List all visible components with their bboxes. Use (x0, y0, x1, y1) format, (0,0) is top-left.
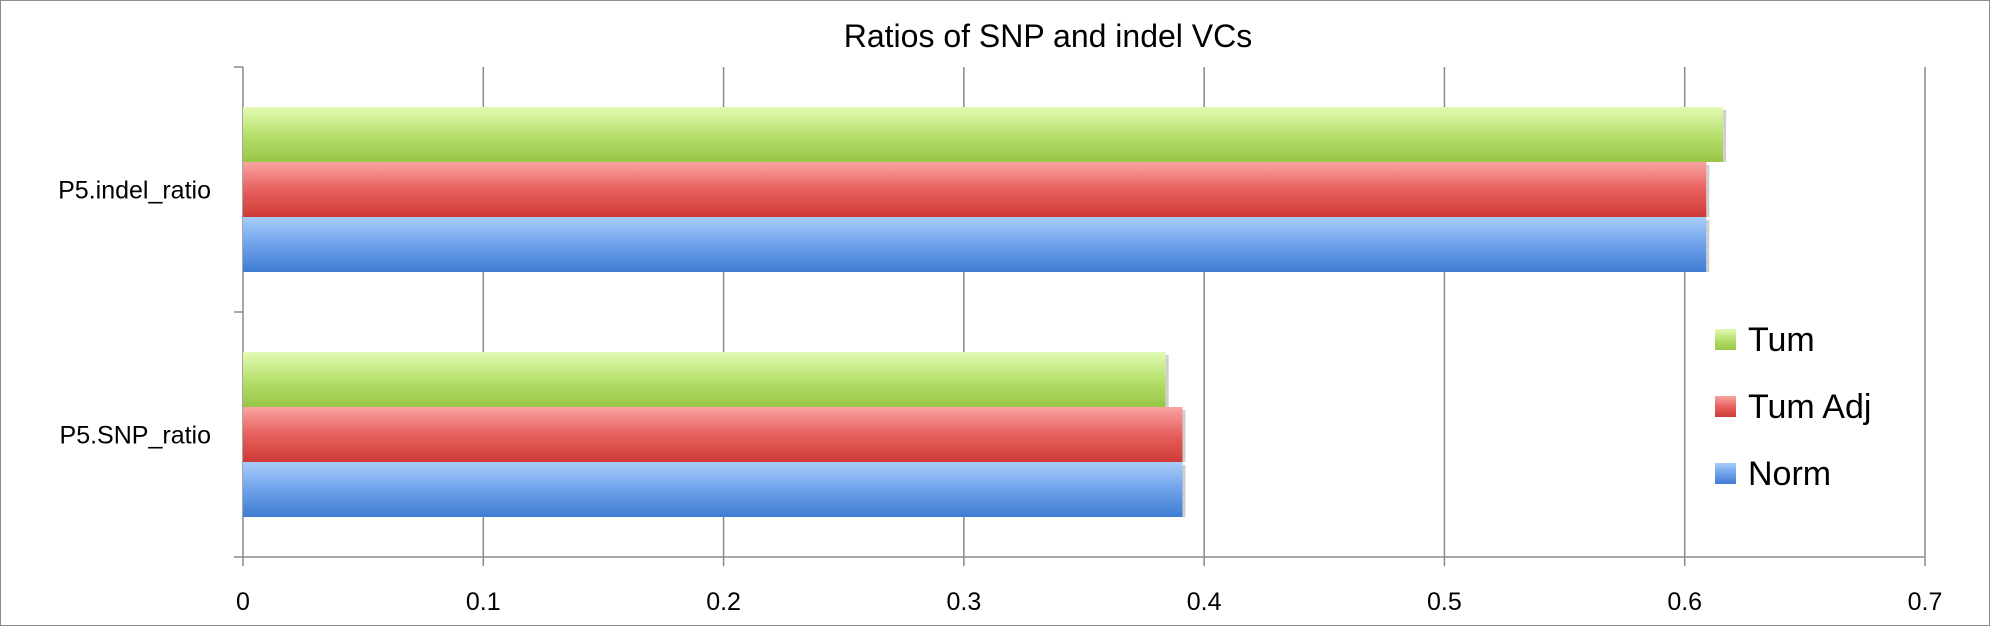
bar-norm-p5-indel-ratio (243, 217, 1707, 272)
y-category-label: P5.indel_ratio (58, 177, 211, 205)
bar-shadow (1165, 355, 1169, 407)
bar-tum-adj-p5-snp-ratio (243, 407, 1183, 462)
bar-shadow (1723, 110, 1727, 162)
x-tick-label: 0.5 (1427, 588, 1462, 616)
x-tick-label: 0.4 (1187, 588, 1222, 616)
legend-label: Tum Adj (1748, 388, 1871, 426)
legend: Tum Tum Adj Norm (1715, 321, 1871, 493)
axis-labels: 0 0.1 0.2 0.3 0.4 0.5 0.6 0.7 P5.SNP_ratio P5.ind… (58, 177, 1942, 617)
legend-swatch-tum (1715, 329, 1736, 350)
y-category-label: P5.SNP_ratio (60, 422, 211, 450)
x-tick-label: 0.3 (946, 588, 981, 616)
bars (243, 107, 1727, 517)
legend-label: Norm (1748, 455, 1831, 493)
x-tick-label: 0.7 (1908, 588, 1943, 616)
x-tick-label: 0.2 (706, 588, 741, 616)
x-tick-label: 0.6 (1667, 588, 1702, 616)
bar-tum-p5-indel-ratio (243, 107, 1724, 162)
legend-swatch-norm (1715, 463, 1736, 484)
bar-shadow (1182, 465, 1186, 517)
bar-norm-p5-snp-ratio (243, 462, 1183, 517)
x-tick-label: 0 (236, 588, 250, 616)
legend-label: Tum (1748, 321, 1815, 359)
legend-swatch-tum-adj (1715, 396, 1736, 417)
chart-title: Ratios of SNP and indel VCs (844, 18, 1253, 54)
bar-tum-p5-snp-ratio (243, 352, 1166, 407)
x-tick-label: 0.1 (466, 588, 501, 616)
bar-shadow (1706, 165, 1710, 217)
bar-shadow (1182, 410, 1186, 462)
bar-tum-adj-p5-indel-ratio (243, 162, 1707, 217)
bar-shadow (1706, 220, 1710, 272)
